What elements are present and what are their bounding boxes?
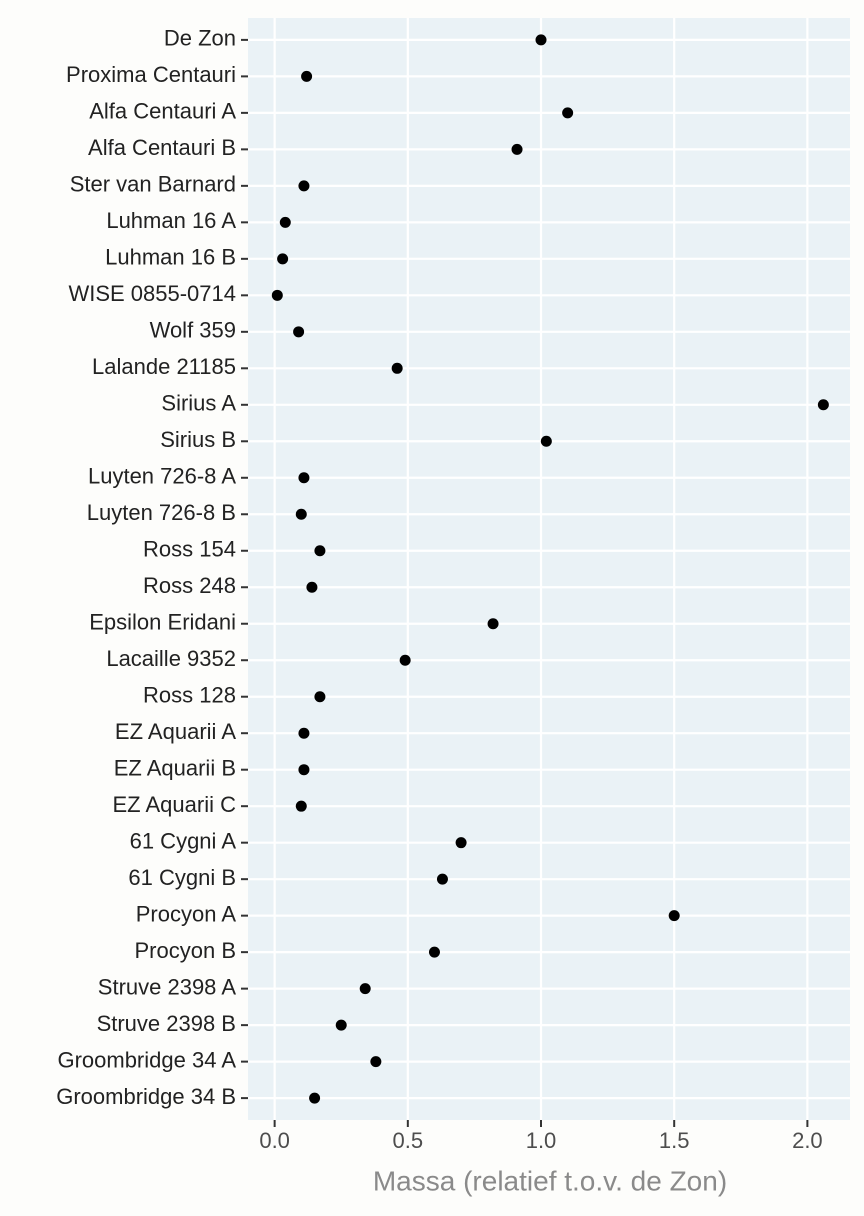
point (817, 399, 829, 411)
point (298, 764, 310, 776)
point (298, 472, 310, 484)
point (298, 180, 310, 192)
point (391, 362, 403, 374)
x-tick-label: 1.0 (526, 1128, 557, 1153)
y-tick-label: Alfa Centauri A (89, 99, 236, 124)
y-tick-label: Proxima Centauri (66, 62, 236, 87)
y-tick-label: Groombridge 34 A (57, 1047, 236, 1072)
point (428, 946, 440, 958)
y-tick-label: Sirius A (161, 391, 236, 416)
point (668, 910, 680, 922)
x-tick-label: 2.0 (792, 1128, 823, 1153)
y-tick-label: Ross 154 (143, 537, 236, 562)
point (562, 107, 574, 119)
point (487, 618, 499, 630)
point (436, 873, 448, 885)
point (314, 545, 326, 557)
y-tick-label: Ster van Barnard (70, 172, 236, 197)
point (293, 326, 305, 338)
x-tick-label: 0.0 (259, 1128, 290, 1153)
y-tick-label: Groombridge 34 B (56, 1084, 236, 1109)
y-tick-label: EZ Aquarii B (114, 756, 236, 781)
x-axis-title: Massa (relatief t.o.v. de Zon) (373, 1165, 727, 1196)
y-tick-label: EZ Aquarii C (113, 792, 237, 817)
y-tick-label: Sirius B (160, 427, 236, 452)
plot-panel (248, 18, 850, 1120)
y-tick-label: Procyon B (135, 938, 237, 963)
point (314, 691, 326, 703)
y-tick-label: Lalande 21185 (92, 354, 236, 379)
point (540, 435, 552, 447)
y-tick-label: Struve 2398 A (98, 974, 237, 999)
y-tick-label: WISE 0855-0714 (68, 281, 236, 306)
y-tick-label: Wolf 359 (150, 318, 236, 343)
y-tick-label: 61 Cygni A (130, 828, 237, 853)
y-tick-label: Epsilon Eridani (89, 610, 236, 635)
y-tick-label: Luyten 726-8 A (88, 464, 236, 489)
y-tick-label: Luhman 16 A (106, 208, 236, 233)
y-tick-label: Ross 248 (143, 573, 236, 598)
y-tick-label: Alfa Centauri B (88, 135, 236, 160)
x-tick-label: 1.5 (659, 1128, 690, 1153)
point (399, 654, 411, 666)
y-tick-label: EZ Aquarii A (115, 719, 236, 744)
y-tick-label: Procyon A (136, 901, 237, 926)
y-tick-label: Luyten 726-8 B (87, 500, 236, 525)
point (295, 800, 307, 812)
point (309, 1092, 321, 1104)
y-tick-label: 61 Cygni B (128, 865, 236, 890)
y-tick-label: Lacaille 9352 (106, 646, 236, 671)
point (335, 1019, 347, 1031)
y-tick-label: Luhman 16 B (105, 245, 236, 270)
point (279, 216, 291, 228)
point (359, 983, 371, 995)
point (511, 143, 523, 155)
point (298, 727, 310, 739)
point (301, 70, 313, 82)
y-tick-label: De Zon (164, 26, 236, 51)
y-tick-label: Struve 2398 B (97, 1011, 236, 1036)
y-tick-label: Ross 128 (143, 683, 236, 708)
x-tick-label: 0.5 (393, 1128, 424, 1153)
point (535, 34, 547, 46)
point (277, 253, 289, 265)
point (370, 1056, 382, 1068)
point (295, 508, 307, 520)
point (271, 289, 283, 301)
point (455, 837, 467, 849)
point (306, 581, 318, 593)
